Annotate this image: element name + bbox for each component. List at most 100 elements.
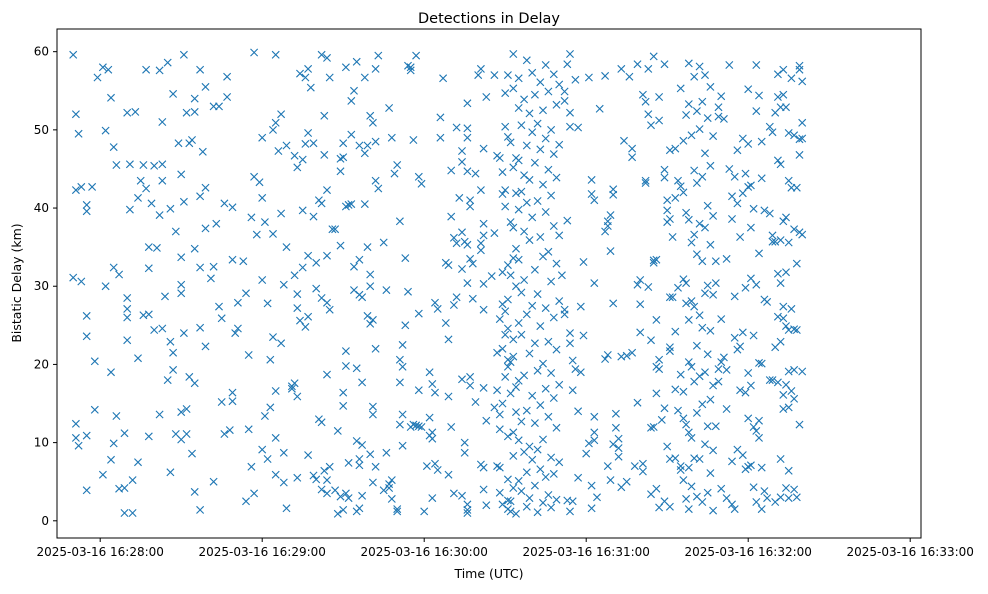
- data-point: [509, 254, 518, 263]
- data-point: [501, 89, 510, 98]
- data-point: [382, 286, 391, 295]
- data-point: [509, 163, 518, 172]
- data-point: [566, 329, 574, 338]
- data-point: [371, 64, 380, 73]
- data-point: [530, 158, 539, 167]
- data-point: [539, 435, 547, 444]
- data-point: [533, 508, 542, 517]
- data-point: [458, 147, 466, 155]
- data-point: [263, 299, 272, 308]
- data-point: [633, 280, 642, 289]
- data-point: [698, 323, 707, 332]
- data-point: [544, 247, 553, 256]
- data-point: [201, 342, 210, 351]
- data-point: [709, 446, 718, 455]
- data-point: [784, 129, 793, 137]
- data-point: [530, 90, 539, 99]
- data-point: [690, 166, 699, 175]
- data-point: [698, 498, 707, 506]
- data-point: [752, 426, 761, 435]
- data-point: [290, 151, 299, 160]
- data-point: [228, 388, 237, 397]
- data-point: [112, 412, 121, 420]
- data-point: [301, 322, 310, 331]
- data-point: [522, 502, 531, 511]
- data-point: [665, 215, 674, 223]
- data-point: [514, 436, 523, 445]
- data-point: [217, 314, 226, 323]
- data-point: [695, 372, 704, 381]
- data-point: [536, 322, 545, 331]
- data-point: [603, 222, 612, 230]
- data-point: [782, 322, 790, 331]
- data-point: [414, 386, 423, 395]
- data-point: [179, 329, 188, 338]
- data-point: [692, 341, 701, 350]
- data-point: [528, 68, 537, 77]
- data-point: [560, 96, 569, 105]
- data-point: [323, 53, 331, 62]
- data-point: [339, 388, 348, 397]
- data-point: [709, 381, 718, 390]
- data-point: [649, 52, 658, 61]
- data-point: [782, 213, 790, 222]
- data-point: [641, 179, 650, 187]
- data-point: [674, 406, 682, 415]
- data-point: [728, 500, 736, 509]
- data-point: [171, 227, 180, 236]
- data-point: [549, 150, 558, 159]
- data-point: [271, 118, 280, 127]
- data-point: [706, 161, 715, 170]
- data-point: [663, 442, 672, 451]
- data-point: [260, 218, 269, 227]
- data-point: [549, 70, 558, 79]
- data-point: [614, 444, 623, 453]
- data-point: [792, 259, 801, 268]
- data-point: [366, 282, 375, 291]
- data-point: [252, 230, 261, 239]
- data-point: [360, 149, 369, 158]
- data-point: [428, 494, 437, 503]
- data-point: [134, 354, 142, 363]
- data-point: [201, 224, 210, 233]
- data-point: [679, 275, 688, 284]
- data-point: [784, 403, 793, 412]
- data-point: [541, 134, 550, 143]
- data-point: [755, 91, 763, 100]
- data-point: [692, 179, 701, 187]
- data-point: [495, 154, 504, 162]
- data-point: [490, 403, 499, 412]
- data-point: [387, 476, 396, 485]
- data-point: [476, 246, 485, 255]
- data-point: [541, 208, 550, 216]
- data-point: [325, 305, 334, 314]
- data-point: [682, 208, 691, 217]
- data-point: [177, 170, 186, 179]
- data-point: [541, 304, 550, 313]
- data-point: [755, 416, 763, 425]
- data-point: [341, 347, 350, 356]
- data-point: [736, 386, 745, 395]
- data-point: [185, 372, 194, 381]
- data-point: [452, 293, 461, 302]
- data-point: [495, 410, 504, 419]
- data-point: [414, 309, 423, 318]
- data-point: [344, 458, 353, 467]
- data-point: [514, 476, 523, 485]
- data-point: [298, 206, 307, 215]
- data-point: [466, 372, 475, 381]
- data-point: [463, 133, 472, 142]
- data-point: [630, 462, 639, 471]
- data-point: [336, 167, 345, 176]
- data-point: [355, 255, 364, 264]
- data-point: [701, 368, 709, 377]
- data-point: [522, 141, 531, 150]
- data-point: [776, 455, 785, 463]
- data-point: [514, 205, 523, 214]
- data-point: [123, 304, 132, 313]
- data-point: [350, 86, 358, 95]
- data-point: [379, 486, 388, 495]
- data-point: [363, 141, 372, 150]
- data-point: [471, 169, 480, 178]
- data-point: [385, 484, 394, 492]
